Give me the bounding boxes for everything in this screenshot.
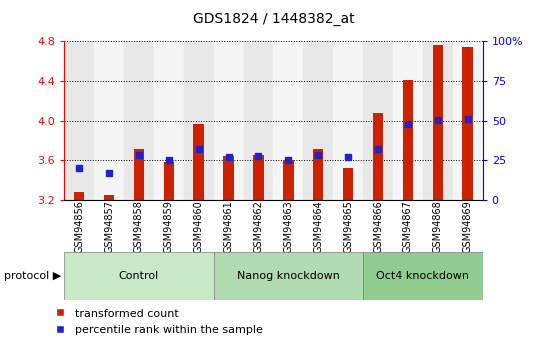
Text: GSM94866: GSM94866 [373, 200, 383, 253]
Text: GDS1824 / 1448382_at: GDS1824 / 1448382_at [193, 12, 354, 26]
Bar [453, 41, 483, 200]
Bar [283, 160, 294, 200]
Bar [343, 168, 353, 200]
Text: GSM94861: GSM94861 [224, 200, 234, 253]
Bar [463, 47, 473, 200]
Text: GSM94857: GSM94857 [104, 200, 114, 253]
Text: GSM94863: GSM94863 [283, 200, 294, 253]
Bar [94, 41, 124, 200]
Text: GSM94862: GSM94862 [253, 200, 263, 253]
Bar [423, 41, 453, 200]
Text: GSM94859: GSM94859 [164, 200, 174, 253]
Bar [194, 124, 204, 200]
Bar [273, 41, 304, 200]
Text: GSM94868: GSM94868 [433, 200, 443, 253]
Text: GSM94864: GSM94864 [313, 200, 323, 253]
Bar [184, 41, 214, 200]
Bar [64, 41, 94, 200]
Text: GSM94858: GSM94858 [134, 200, 144, 253]
Bar [432, 45, 443, 200]
Bar [403, 80, 413, 200]
Bar [304, 41, 333, 200]
Text: GSM94867: GSM94867 [403, 200, 413, 253]
Bar [74, 192, 84, 200]
Bar [363, 41, 393, 200]
FancyBboxPatch shape [214, 252, 363, 300]
Bar [154, 41, 184, 200]
Bar [313, 148, 324, 200]
Bar [124, 41, 154, 200]
Text: Nanog knockdown: Nanog knockdown [237, 271, 340, 281]
Text: GSM94860: GSM94860 [194, 200, 204, 253]
Text: protocol ▶: protocol ▶ [4, 271, 61, 281]
Bar [333, 41, 363, 200]
Bar [253, 156, 264, 200]
Bar [134, 148, 144, 200]
Text: Control: Control [119, 271, 159, 281]
Bar [393, 41, 423, 200]
Bar [223, 156, 234, 200]
Bar [243, 41, 273, 200]
Bar [104, 195, 114, 200]
Text: GSM94865: GSM94865 [343, 200, 353, 253]
Text: GSM94869: GSM94869 [463, 200, 473, 253]
Text: GSM94856: GSM94856 [74, 200, 84, 253]
Legend: transformed count, percentile rank within the sample: transformed count, percentile rank withi… [50, 304, 267, 339]
Text: Oct4 knockdown: Oct4 knockdown [377, 271, 469, 281]
FancyBboxPatch shape [363, 252, 483, 300]
FancyBboxPatch shape [64, 252, 214, 300]
Bar [214, 41, 243, 200]
Bar [163, 162, 174, 200]
Bar [373, 113, 383, 200]
